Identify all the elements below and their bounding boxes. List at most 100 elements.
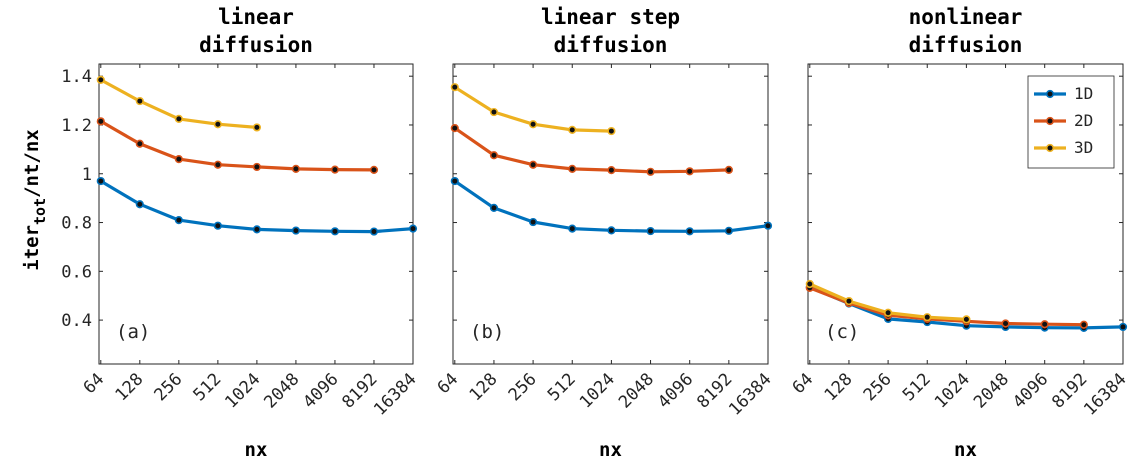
data-point-2D (1040, 320, 1049, 329)
x-axis-label: nx (245, 439, 268, 461)
data-point-1D (408, 224, 418, 233)
data-point-3D (883, 308, 893, 317)
data-point-3D (135, 96, 144, 106)
x-tick-label: 64 (434, 369, 463, 398)
data-point-1D (291, 226, 301, 235)
legend-marker-1D (1045, 89, 1055, 99)
data-point-2D (489, 151, 499, 160)
data-point-3D (568, 125, 577, 134)
data-point-3D (213, 120, 222, 129)
data-point-2D (96, 117, 105, 126)
series-line-2D (453, 126, 731, 174)
panel-label: (c) (825, 321, 859, 343)
data-point-3D (607, 126, 616, 136)
legend-label-1D: 1D (1074, 84, 1093, 103)
data-point-2D (646, 167, 655, 176)
data-point-2D (450, 124, 459, 133)
data-point-3D (96, 75, 105, 84)
data-point-2D (607, 165, 616, 175)
x-tick-label: 512 (190, 369, 226, 405)
y-tick-label: 0.4 (61, 311, 92, 331)
legend-label-2D: 2D (1074, 111, 1093, 130)
data-point-3D (489, 107, 499, 117)
data-point-3D (528, 120, 538, 129)
x-tick-label: 256 (151, 369, 187, 405)
data-point-2D (291, 164, 301, 173)
x-tick-label: 64 (789, 369, 818, 398)
x-tick-label: 128 (821, 369, 857, 405)
x-tick-label: 512 (899, 369, 935, 405)
data-point-3D (923, 313, 932, 322)
data-point-1D (489, 203, 499, 213)
data-point-3D (962, 315, 971, 324)
series-line-1D (99, 179, 415, 234)
data-point-1D (646, 226, 655, 236)
x-tick-label: 128 (466, 369, 502, 405)
y-axis-label: itertot/nt/nx (21, 129, 49, 271)
data-point-3D (450, 83, 459, 92)
x-tick-label: 1024 (221, 369, 264, 412)
axes-box (98, 63, 414, 365)
data-point-2D (174, 155, 183, 164)
data-point-2D (528, 160, 538, 169)
data-point-2D (568, 164, 577, 173)
x-tick-label: 64 (80, 369, 109, 398)
data-point-1D (607, 226, 616, 235)
x-tick-label: 512 (544, 369, 580, 405)
y-tick-label: 0.8 (61, 214, 92, 234)
x-tick-label: 128 (111, 369, 147, 405)
data-point-1D (330, 227, 340, 236)
x-tick-label: 4096 (299, 369, 342, 412)
panel-title-line: linear step (541, 5, 680, 29)
legend-label-3D: 3D (1074, 138, 1093, 157)
data-point-3D (844, 296, 854, 306)
data-point-2D (330, 165, 340, 174)
x-axis-label: nx (954, 439, 977, 461)
data-point-1D (685, 227, 694, 236)
panel-label: (a) (116, 321, 150, 343)
y-tick-label: 1.2 (61, 116, 92, 136)
panel-1: 64 128 256 5121024204840968192163840.40.60.… (61, 5, 420, 461)
x-tick-label: 16384 (370, 369, 420, 419)
data-point-2D (252, 162, 261, 172)
x-tick-label: 256 (505, 369, 541, 405)
data-point-1D (450, 176, 459, 186)
data-point-1D (724, 226, 733, 235)
data-point-2D (213, 160, 222, 169)
x-tick-label: 2048 (615, 369, 658, 412)
x-axis-label: nx (599, 439, 622, 461)
x-tick-label: 1024 (931, 369, 974, 412)
y-tick-label: 1 (82, 165, 92, 185)
data-point-1D (96, 176, 105, 186)
panel-title-line: nonlinear (909, 5, 1023, 29)
data-point-2D (1001, 319, 1010, 328)
data-point-1D (213, 221, 222, 230)
panel-title-line: linear (218, 5, 294, 29)
x-tick-label: 1024 (576, 369, 619, 412)
data-point-2D (1079, 320, 1088, 329)
x-tick-label: 16384 (1080, 369, 1130, 419)
axes-box (807, 63, 1124, 365)
data-point-1D (528, 217, 538, 227)
data-point-2D (685, 167, 694, 176)
panel-title-line: diffusion (554, 33, 668, 57)
panel-3: 64 128 256 512102420484096819216384nonlinea… (789, 5, 1131, 461)
y-tick-label: 0.6 (61, 262, 92, 282)
data-point-1D (369, 227, 379, 236)
series-line-2D (808, 286, 1086, 327)
x-tick-label: 2048 (260, 369, 303, 412)
panel-title-line: diffusion (199, 33, 313, 57)
data-point-2D (135, 139, 144, 148)
data-point-1D (568, 224, 577, 233)
data-point-3D (805, 279, 814, 289)
axes-box (452, 63, 769, 365)
legend-marker-2D (1045, 116, 1055, 126)
data-point-1D (252, 225, 261, 234)
data-point-1D (1118, 322, 1128, 332)
data-point-2D (724, 165, 733, 174)
data-point-1D (763, 221, 773, 230)
series-line-1D (453, 179, 770, 233)
data-point-3D (252, 123, 261, 132)
